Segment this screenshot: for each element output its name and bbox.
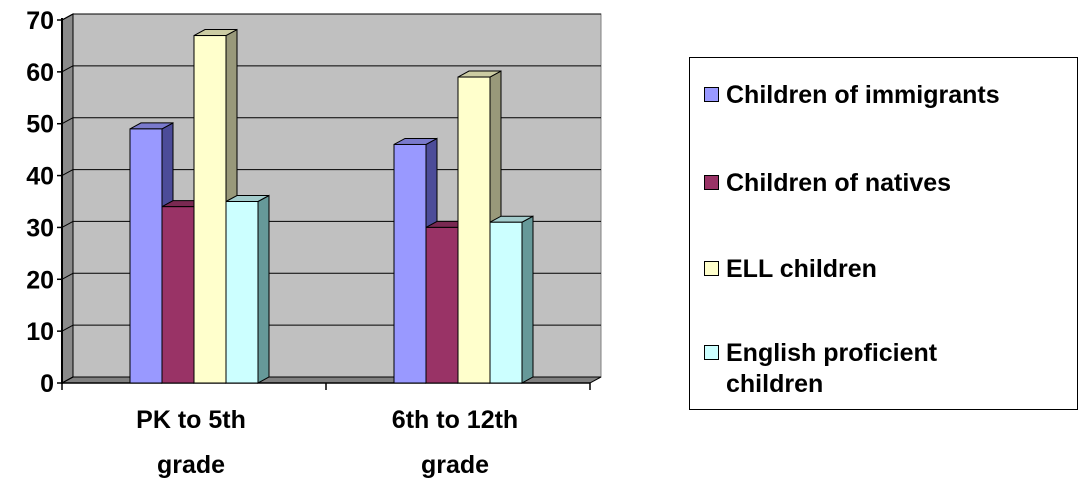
legend: Children of immigrants Children of nativ… — [689, 57, 1078, 410]
bar-front — [225, 201, 259, 384]
legend-label: Children of immigrants — [726, 81, 1000, 109]
legend-item-ell-children: ELL children — [704, 254, 1006, 285]
y-tick-label-30: 30 — [26, 214, 54, 242]
gridline-side-20 — [61, 272, 74, 280]
y-tick-label-70: 70 — [26, 7, 54, 35]
legend-item-english-proficient-children: English proficient children — [704, 338, 1006, 400]
gridline-side-50 — [61, 117, 74, 125]
legend-swatch-children-of-natives — [704, 175, 719, 190]
bar-front — [457, 76, 491, 384]
gridline-side-40 — [61, 169, 74, 177]
legend-item-children-of-immigrants: Children of immigrants — [704, 80, 1006, 111]
gridline-side-60 — [61, 65, 74, 73]
bar-english-proficient-children-pk-to-5th-grade — [225, 194, 270, 384]
y-tick-label-0: 0 — [40, 370, 54, 398]
y-tick-label-20: 20 — [26, 266, 54, 294]
y-tick-label-40: 40 — [26, 163, 54, 191]
y-tick-label-60: 60 — [26, 59, 54, 87]
legend-swatch-ell-children — [704, 261, 719, 276]
bar-front — [425, 226, 459, 384]
legend-swatch-english-proficient-children — [704, 345, 719, 360]
bar-front — [129, 128, 163, 384]
bar-english-proficient-children-6th-to-12th-grade — [489, 215, 534, 384]
gridline-side-30 — [61, 220, 74, 228]
y-tick-label-50: 50 — [26, 111, 54, 139]
x-axis-tick-labels: PK to 5th grade 6th to 12th grade — [136, 406, 518, 479]
bar-front — [489, 221, 523, 384]
legend-label: English proficient children — [726, 339, 938, 398]
y-tick-label-10: 10 — [26, 318, 54, 346]
legend-item-children-of-natives: Children of natives — [704, 168, 1006, 199]
bar-front — [161, 206, 195, 384]
bars — [129, 28, 534, 384]
bar-front — [193, 35, 227, 384]
gridline-side-0 — [61, 376, 74, 384]
legend-label: Children of natives — [726, 169, 952, 197]
x-tick-label-6th-to-12th-grade: 6th to 12th grade — [392, 406, 518, 479]
gridline-side-70 — [61, 13, 74, 21]
legend-swatch-children-of-immigrants — [704, 87, 719, 102]
y-axis-tick-labels: 0 10 20 30 40 50 60 70 — [26, 7, 54, 398]
bar-side — [257, 194, 270, 384]
x-tick-label-pk-to-5th-grade: PK to 5th grade — [136, 406, 246, 479]
bar-side — [521, 215, 534, 384]
gridline-side-10 — [61, 324, 74, 332]
legend-label: ELL children — [726, 255, 877, 283]
bar-front — [393, 143, 427, 384]
